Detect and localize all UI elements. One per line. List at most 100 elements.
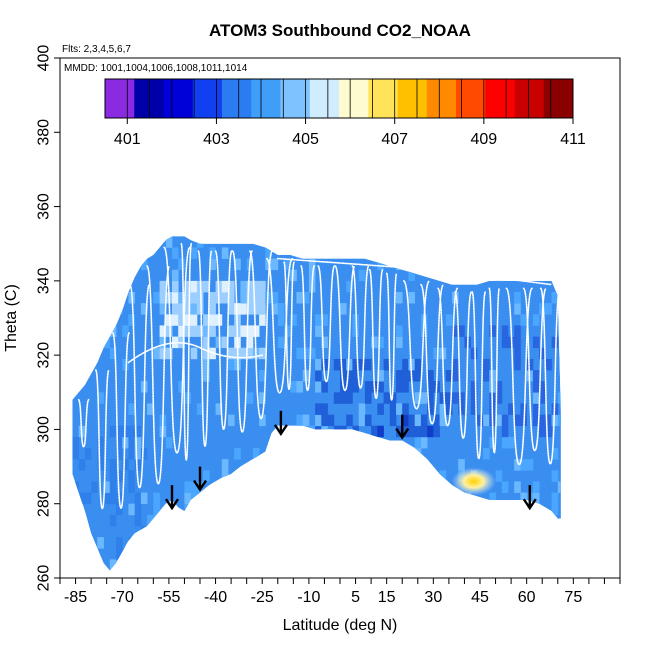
curtain-cell xyxy=(383,358,391,371)
curtain-cell xyxy=(209,526,216,538)
curtain-cell xyxy=(140,537,148,549)
curtain-cell xyxy=(190,303,198,315)
curtain-cell xyxy=(271,292,279,304)
y-axis-label: Theta (C) xyxy=(3,284,20,352)
curtain-cell xyxy=(495,381,503,393)
curtain-cell xyxy=(165,236,173,248)
flight-track-profile xyxy=(420,283,445,425)
arrow-head xyxy=(193,479,207,492)
flight-track-profile xyxy=(539,287,561,465)
curtain-cell xyxy=(364,381,372,393)
curtain-cell xyxy=(246,292,254,304)
curtain-cell xyxy=(178,258,185,271)
curtain-cell xyxy=(128,559,135,571)
curtain-cell xyxy=(302,459,310,471)
curtain-cell xyxy=(271,303,279,315)
curtain-cell xyxy=(228,303,235,315)
curtain-cell xyxy=(252,292,260,304)
curtain-cell xyxy=(277,336,285,349)
curtain-cell xyxy=(122,358,129,371)
curtain-cell xyxy=(340,358,347,371)
curtain-cell xyxy=(165,347,173,360)
curtain-cell xyxy=(551,292,559,304)
curtain-cell xyxy=(234,559,241,571)
flight-track-upper xyxy=(276,257,553,286)
x-tick-label: -25 xyxy=(251,589,274,606)
curtain-cell xyxy=(290,381,297,393)
curtain-cell xyxy=(427,392,434,404)
curtain-cell xyxy=(259,514,266,527)
arrow-head xyxy=(165,498,179,511)
curtain-cell xyxy=(240,236,247,237)
curtain-cell xyxy=(103,481,111,493)
curtain-cell xyxy=(452,392,459,404)
flight-track-profile xyxy=(266,257,294,394)
curtain-cell xyxy=(452,370,459,382)
curtain-cell xyxy=(190,247,198,259)
curtain-cell xyxy=(470,347,478,360)
curtain-cell xyxy=(103,336,111,349)
curtain-cell xyxy=(389,470,397,482)
flight-track-profile xyxy=(522,287,547,452)
curtain-cell xyxy=(526,358,534,371)
curtain-cell xyxy=(72,269,73,282)
curtain-cell xyxy=(184,481,191,493)
curtain-cell xyxy=(501,481,509,493)
curtain-cell xyxy=(147,236,154,248)
y-tick-label: 340 xyxy=(36,267,53,294)
curtain-cell xyxy=(315,325,322,337)
flight-track-profile xyxy=(283,261,295,391)
curtain-cell xyxy=(259,347,266,360)
curtain-cell xyxy=(228,347,235,360)
curtain-cell xyxy=(508,403,515,415)
curtain-cell xyxy=(321,358,328,371)
curtain-cell xyxy=(371,481,378,493)
curtain-cell xyxy=(122,548,129,560)
curtain-cell xyxy=(116,537,123,549)
curtain-cell xyxy=(532,381,540,393)
curtain-cell xyxy=(109,325,117,337)
curtain-cell xyxy=(134,425,142,438)
curtain-cell xyxy=(97,537,104,549)
curtain-cell xyxy=(439,470,447,482)
curtain-cell xyxy=(78,459,86,471)
curtain-cell xyxy=(128,481,135,493)
curtain-cell xyxy=(184,492,191,505)
curtain-cell xyxy=(371,514,378,527)
curtain-cell xyxy=(396,537,403,549)
flight-track-level xyxy=(127,341,264,364)
curtain-cell xyxy=(501,336,509,349)
x-tick-label: -70 xyxy=(111,589,134,606)
curtain-cell xyxy=(327,503,335,516)
curtain-cell xyxy=(452,325,459,337)
curtain-cell xyxy=(246,548,254,560)
curtain-cell xyxy=(501,325,509,337)
curtain-cell xyxy=(134,492,142,505)
curtain-cell xyxy=(72,436,79,449)
curtain-cell xyxy=(321,403,328,415)
curtain-cell xyxy=(159,325,167,337)
curtain-cell xyxy=(209,314,216,326)
curtain-cell xyxy=(427,492,434,505)
colorbar-swatch xyxy=(222,79,252,118)
curtain-cell xyxy=(265,236,272,237)
colorbar-frame xyxy=(104,78,574,119)
curtain-cell xyxy=(308,425,316,438)
curtain-cell xyxy=(196,303,204,315)
curtain-cell xyxy=(315,436,322,449)
curtain-cell xyxy=(78,548,86,560)
curtain-cell xyxy=(296,292,303,304)
curtain-cell xyxy=(408,269,415,282)
curtain-cell xyxy=(508,548,515,560)
flight-track-profile xyxy=(180,242,193,461)
curtain-cell xyxy=(116,470,123,482)
curtain-cell xyxy=(252,448,260,460)
curtain-cell xyxy=(184,292,191,304)
curtain-cell xyxy=(526,247,534,259)
curtain-cell xyxy=(221,459,229,471)
curtain-cell xyxy=(532,548,540,560)
curtain-cell xyxy=(178,314,185,326)
curtain-cell xyxy=(414,559,422,571)
curtain-cell xyxy=(290,470,297,482)
